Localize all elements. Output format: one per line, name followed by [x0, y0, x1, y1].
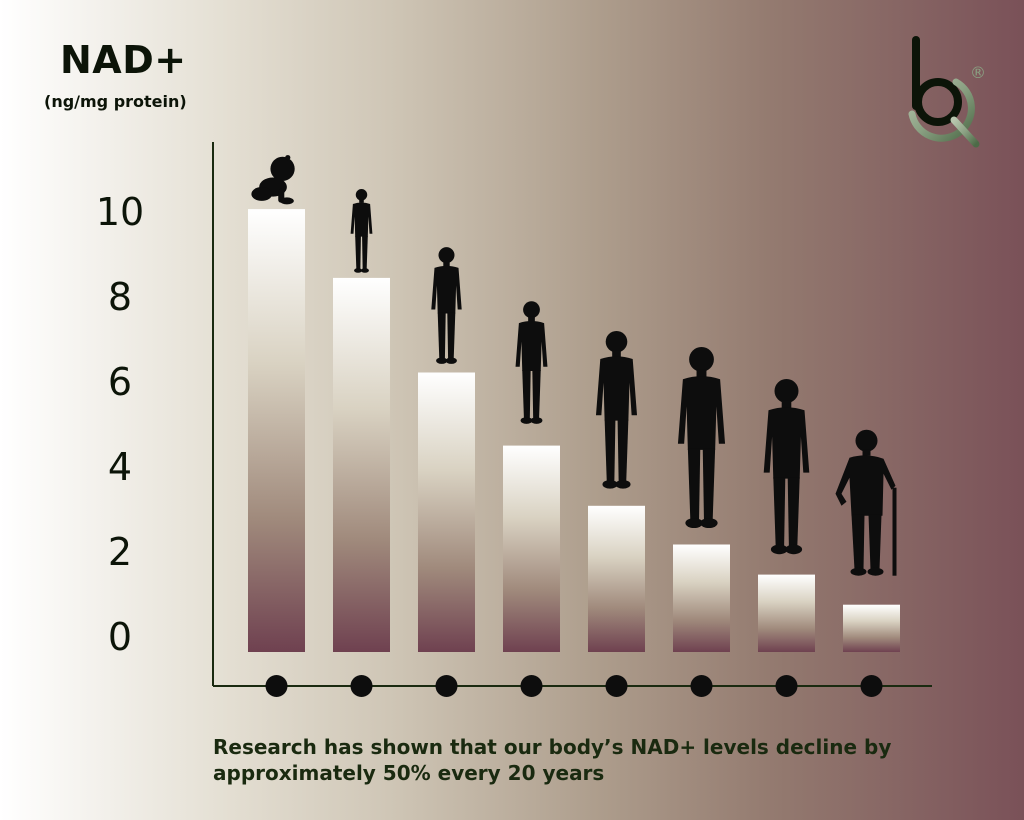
x-axis-marker-dot [775, 675, 798, 697]
x-axis-marker-dot [605, 675, 628, 697]
y-tick-label: 6 [108, 360, 132, 404]
y-tick-label: 2 [108, 530, 132, 574]
chart-caption: Research has shown that our body’s NAD+ … [213, 735, 892, 785]
elderly-person-silhouette-icon [835, 429, 897, 576]
x-axis-marker-dot [520, 675, 543, 697]
x-axis-marker-dot [435, 675, 458, 697]
bar-baby [248, 209, 305, 652]
bar-child [333, 277, 390, 652]
bar-preteen [418, 372, 475, 652]
nad-bar-chart: 10 8 6 4 2 0 [96, 142, 932, 697]
bar-adult [673, 544, 730, 652]
person-silhouette-icon [763, 379, 810, 555]
person-silhouette-icon [595, 330, 638, 489]
person-silhouette-icon [677, 346, 726, 529]
bar-elderly [843, 604, 900, 652]
x-axis-marker-dot [350, 675, 373, 697]
bar-middle-aged-adult [758, 574, 815, 652]
person-silhouette-icon [350, 189, 373, 273]
bar-young-adult [588, 505, 645, 652]
person-silhouette-icon [431, 247, 462, 364]
registered-trademark: ® [970, 63, 986, 82]
person-silhouette-icon [515, 301, 548, 424]
x-axis-marker-dot [265, 675, 288, 697]
y-tick-label: 4 [108, 445, 132, 489]
baby-silhouette-icon [251, 155, 295, 205]
y-axis-unit-label: (ng/mg protein) [44, 92, 187, 111]
y-tick-label: 10 [96, 190, 144, 234]
x-axis-marker-dot [690, 675, 713, 697]
bar-teen [503, 445, 560, 652]
chart-title: NAD+ [60, 38, 187, 82]
bq-brand-logo-icon: ® [908, 36, 986, 148]
x-axis-marker-dot [860, 675, 883, 697]
y-tick-label: 0 [108, 615, 132, 659]
y-tick-label: 8 [108, 275, 132, 319]
